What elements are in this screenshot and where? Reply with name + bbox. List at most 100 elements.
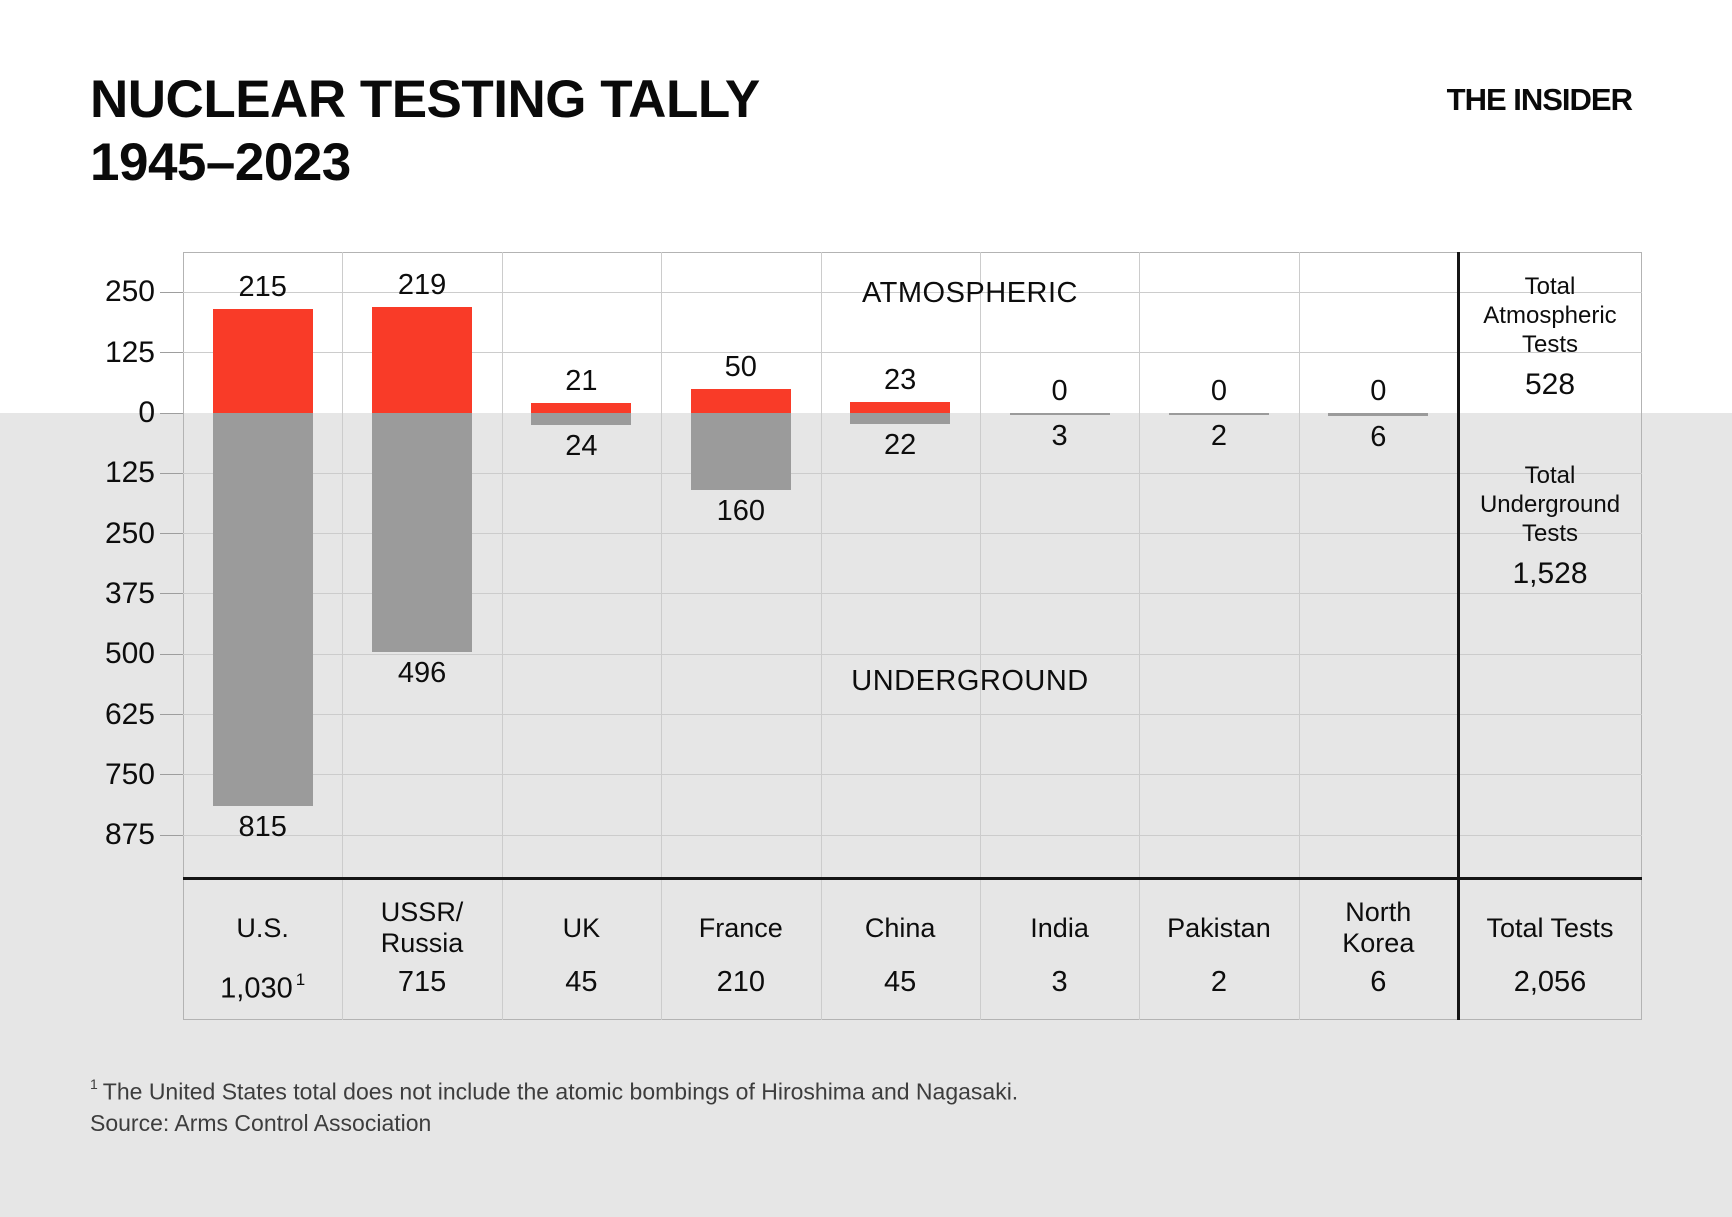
gridline-v-6 [1139, 252, 1141, 1020]
china-atmospheric-value-label: 23 [884, 363, 917, 396]
atmospheric-region-label: ATMOSPHERIC [861, 277, 1079, 309]
axis-tick-label-5: 375 [104, 576, 155, 610]
us-category-label-line1: U.S. [236, 912, 289, 943]
north-korea-underground-value-label: 6 [1370, 420, 1387, 453]
axis-tick-mark-3 [160, 472, 183, 474]
footnote-marker: 1 [90, 1076, 98, 1092]
us-atmospheric-bar [212, 309, 313, 413]
us-total-footnote-marker: 1 [295, 970, 306, 989]
total-underground-label-line1: Total [1524, 462, 1576, 489]
footnote-text: The United States total does not include… [102, 1078, 1019, 1105]
china-category-label: China [821, 895, 980, 961]
axis-tick-label-3: 125 [104, 456, 155, 490]
axis-tick-label-0: 250 [104, 275, 155, 309]
pakistan-underground-bar [1168, 413, 1269, 415]
gridline-h-6 [183, 653, 1642, 655]
us-underground-value-label: 815 [238, 811, 287, 844]
france-category-label-line1: France [698, 912, 783, 943]
axis-tick-mark-7 [160, 714, 183, 715]
china-total-value: 45 [884, 966, 917, 998]
north-korea-total-value: 6 [1370, 966, 1387, 998]
ussr-russia-underground-value-label: 496 [397, 657, 447, 690]
uk-category-label: UK [502, 895, 661, 961]
north-korea-underground-bar [1328, 413, 1429, 416]
total-atmospheric-label-line3: Tests [1521, 331, 1578, 358]
north-korea-category-label: North Korea [1299, 895, 1458, 961]
france-atmospheric-bar [690, 388, 791, 413]
ussr-russia-underground-bar [372, 413, 473, 653]
france-underground-value-label: 160 [716, 495, 765, 528]
axis-tick-mark-5 [160, 593, 183, 595]
gridline-v-3 [661, 252, 663, 1020]
ussr-russia-category-label: USSR/Russia [342, 895, 501, 961]
total-atmospheric-label-line1: Total [1524, 273, 1576, 300]
axis-tick-label-1: 125 [104, 335, 155, 369]
source-line: Source: Arms Control Association [90, 1110, 432, 1137]
total-atmospheric-summary: Total Atmospheric Tests 528 [1462, 272, 1638, 402]
us-underground-bar [212, 413, 313, 807]
pakistan-category-label-line1: Pakistan [1167, 912, 1271, 943]
axis-tick-mark-9 [160, 834, 183, 836]
india-underground-value-label: 3 [1051, 419, 1068, 452]
chart-title: NUCLEAR TESTING TALLY 1945–2023 [90, 68, 760, 194]
gridline-v-5 [979, 252, 981, 1020]
uk-atmospheric-value-label: 21 [565, 364, 598, 397]
gridline-v-4 [820, 252, 822, 1020]
total-underground-value: 1,528 [1512, 557, 1588, 590]
uk-atmospheric-bar [531, 402, 632, 413]
gridline-h-3 [183, 472, 1642, 474]
china-underground-value-label: 22 [884, 428, 917, 461]
china-category-label-line1: China [864, 912, 936, 943]
axis-tick-mark-8 [160, 774, 183, 776]
total-underground-label: Total Underground Tests [1462, 461, 1638, 548]
gridline-h-5 [183, 593, 1642, 595]
axis-tick-label-4: 250 [104, 516, 155, 550]
axis-tick-label-6: 500 [104, 637, 155, 671]
axis-tick-label-9: 875 [104, 818, 155, 852]
china-underground-bar [850, 413, 951, 424]
ussr-russia-category-label-line1: USSR/ [380, 897, 464, 927]
north-korea-atmospheric-value-label: 0 [1370, 375, 1387, 407]
pakistan-total-value: 2 [1210, 966, 1227, 998]
total-tests-value: 2,056 [1513, 966, 1587, 998]
footnote-text-line: 1 The United States total does not includ… [90, 1071, 1018, 1108]
total-atmospheric-label-line2: Atmospheric [1483, 302, 1617, 329]
ussr-russia-atmospheric-value-label: 219 [397, 269, 447, 302]
axis-tick-mark-6 [160, 653, 183, 655]
uk-underground-bar [531, 413, 632, 425]
gridline-h-8 [183, 774, 1642, 776]
axis-tick-mark-1 [160, 352, 183, 354]
france-total-value: 210 [716, 966, 765, 998]
gridline-h-4 [183, 533, 1642, 535]
china-atmospheric-bar [850, 401, 951, 413]
uk-category-label-line1: UK [562, 912, 601, 943]
total-column-divider-line [1457, 252, 1460, 1020]
gridline-h-9 [183, 834, 1642, 836]
ussr-russia-category-label-line2: Russia [380, 928, 464, 958]
us-total-value: 1,030 1 [220, 970, 306, 1005]
pakistan-atmospheric-value-label: 0 [1210, 375, 1227, 407]
gridline-v-7 [1298, 252, 1300, 1020]
chart-title-line1: NUCLEAR TESTING TALLY [90, 70, 760, 129]
chart-frame [183, 252, 1642, 1020]
table-divider-line [183, 877, 1642, 880]
total-underground-label-line2: Underground [1479, 491, 1621, 518]
footnote: 1 The United States total does not includ… [90, 1071, 1018, 1140]
axis-tick-label-2: 0 [138, 396, 155, 429]
france-category-label: France [661, 895, 820, 961]
north-korea-category-label-line1: North [1345, 897, 1412, 927]
gridline-v-1 [342, 252, 344, 1020]
us-atmospheric-value-label: 215 [238, 271, 287, 304]
pakistan-category-label: Pakistan [1139, 895, 1298, 961]
ussr-russia-total-value: 715 [397, 966, 447, 998]
total-atmospheric-label: Total Atmospheric Tests [1462, 272, 1638, 359]
india-category-label-line1: India [1030, 912, 1089, 943]
gridline-h-7 [183, 714, 1642, 715]
india-atmospheric-value-label: 0 [1051, 375, 1068, 407]
gridline-h-0 [183, 291, 1642, 293]
north-korea-category-label-line2: Korea [1342, 928, 1415, 958]
ussr-russia-atmospheric-bar [372, 307, 473, 413]
total-underground-summary: Total Underground Tests 1,528 [1462, 461, 1638, 591]
